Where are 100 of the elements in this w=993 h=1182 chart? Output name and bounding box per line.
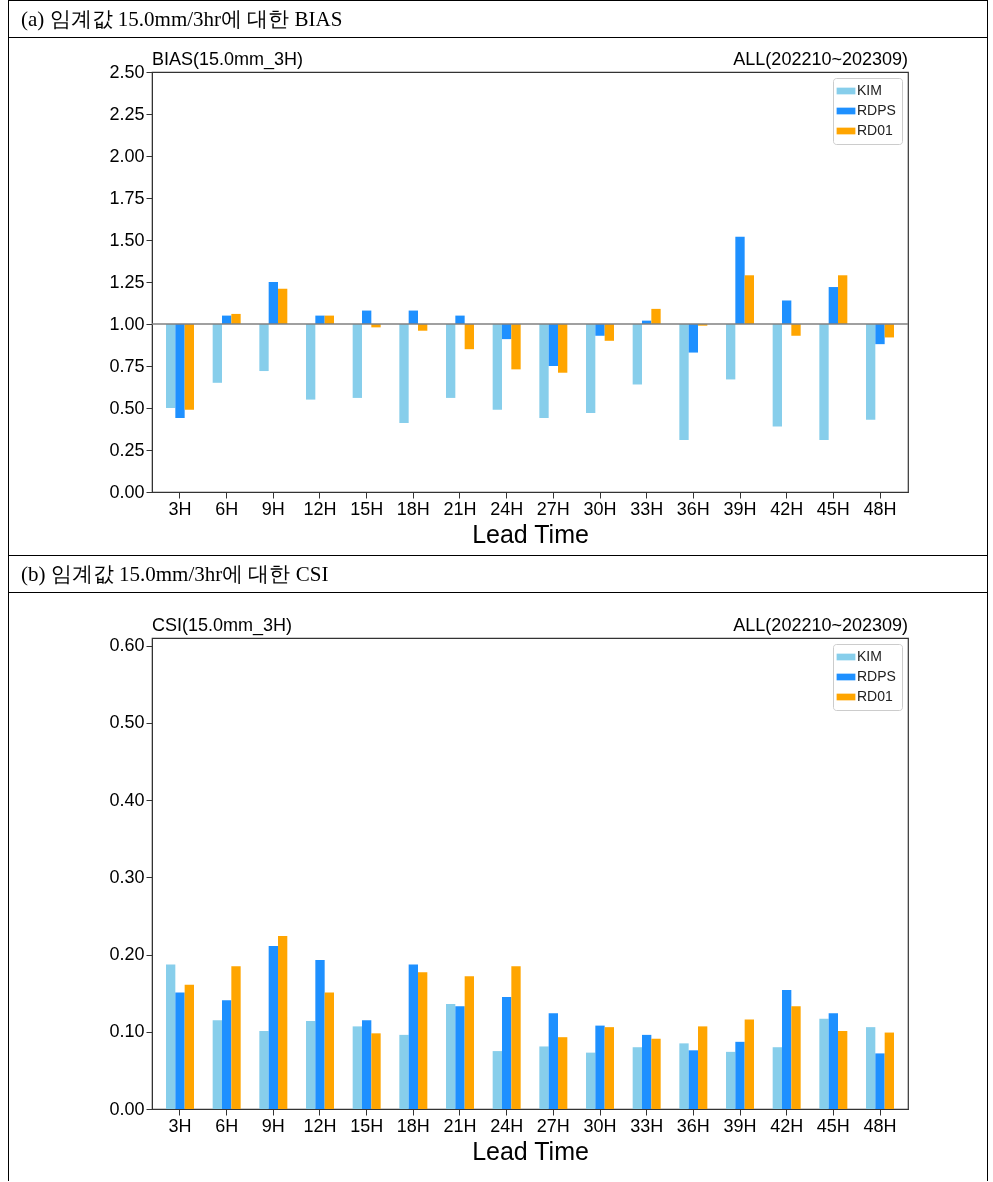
bar (726, 1051, 736, 1109)
bar (464, 976, 474, 1109)
bar (184, 984, 194, 1109)
y-tick-label: 1.50 (109, 229, 145, 250)
x-tick-label: 3H (168, 498, 192, 519)
bar (175, 324, 185, 419)
bar (866, 1027, 876, 1109)
bar (306, 324, 316, 400)
bar (166, 964, 176, 1109)
bar (782, 300, 792, 324)
bar (278, 288, 288, 324)
bar (446, 324, 456, 398)
bar (726, 324, 736, 380)
bar (651, 308, 661, 324)
x-tick-label: 48H (863, 498, 897, 519)
bar (679, 324, 689, 440)
y-tick-label: 0.30 (109, 866, 145, 887)
x-tick-label: 21H (443, 498, 477, 519)
bar (352, 324, 362, 398)
x-tick-label: 9H (261, 1115, 285, 1136)
bar (511, 324, 521, 370)
bar (464, 324, 474, 350)
x-tick-label: 27H (536, 498, 570, 519)
bar (306, 1020, 316, 1109)
y-tick-label: 1.25 (109, 271, 145, 292)
bar (586, 324, 596, 414)
y-tick-label: 0.20 (109, 944, 145, 965)
x-tick-label: 33H (630, 498, 664, 519)
bar (819, 324, 829, 440)
bar (819, 1018, 829, 1109)
bar (539, 324, 549, 419)
bar (828, 287, 838, 324)
bar (558, 324, 568, 373)
bar (772, 324, 782, 427)
y-tick-label: 2.00 (109, 145, 145, 166)
x-tick-label: 15H (350, 498, 384, 519)
bar (782, 990, 792, 1109)
x-tick-label: 27H (536, 1115, 570, 1136)
x-tick-label: 12H (303, 498, 337, 519)
bar (791, 324, 801, 336)
y-tick-label: 0.75 (109, 355, 145, 376)
bar (875, 324, 885, 345)
bar (268, 946, 278, 1109)
y-tick-label: 0.00 (109, 481, 145, 502)
bar (548, 1013, 558, 1109)
x-tick-label: 18H (396, 498, 430, 519)
y-tick-label: 0.50 (109, 712, 145, 733)
bar (539, 1046, 549, 1109)
bar (222, 1000, 232, 1109)
bar (502, 997, 512, 1109)
x-tick-label: 36H (676, 498, 710, 519)
x-axis-title: Lead Time (472, 519, 589, 548)
x-tick-label: 9H (261, 498, 285, 519)
x-tick-label: 33H (630, 1115, 664, 1136)
legend-label: RDPS (857, 102, 896, 118)
bar (651, 1038, 661, 1109)
x-tick-label: 45H (816, 498, 850, 519)
x-tick-label: 15H (350, 1115, 384, 1136)
bar (455, 1006, 465, 1109)
bar (352, 1026, 362, 1109)
bar (492, 324, 502, 410)
x-tick-label: 3H (168, 1115, 192, 1136)
legend-label: KIM (857, 82, 882, 98)
y-tick-label: 0.25 (109, 439, 145, 460)
bar (175, 992, 185, 1109)
x-tick-label: 39H (723, 1115, 757, 1136)
bar (866, 324, 876, 420)
x-tick-label: 24H (490, 1115, 524, 1136)
bar (744, 1019, 754, 1109)
y-tick-label: 2.25 (109, 103, 145, 124)
bar (586, 1052, 596, 1109)
bar (315, 959, 325, 1109)
bar (371, 1033, 381, 1109)
bar (875, 1053, 885, 1109)
bar (511, 966, 521, 1109)
chart-title: (a) 임계값 15.0mm/3hr에 대한 BIAS (9, 1, 987, 38)
y-tick-label: 0.50 (109, 397, 145, 418)
y-tick-label: 0.10 (109, 1021, 145, 1042)
bar (231, 313, 241, 324)
x-tick-label: 42H (770, 498, 804, 519)
y-tick-label: 0.60 (109, 635, 145, 656)
legend-label: KIM (857, 648, 882, 664)
text: BIAS(15.0mm_3H) (152, 49, 304, 70)
bar (884, 1032, 894, 1109)
bar (418, 972, 428, 1109)
bar (268, 282, 278, 324)
bar (166, 324, 176, 408)
x-tick-label: 36H (676, 1115, 710, 1136)
bar (604, 324, 614, 341)
bar (408, 964, 418, 1109)
bar (642, 1034, 652, 1109)
bar (362, 1020, 372, 1109)
y-tick-label: 1.75 (109, 187, 145, 208)
text: ALL(202210~202309) (733, 615, 908, 635)
legend-label: RDPS (857, 668, 896, 684)
x-tick-label: 42H (770, 1115, 804, 1136)
x-tick-label: 12H (303, 1115, 337, 1136)
bar (212, 324, 222, 383)
x-tick-label: 39H (723, 498, 757, 519)
bar (688, 1050, 698, 1109)
